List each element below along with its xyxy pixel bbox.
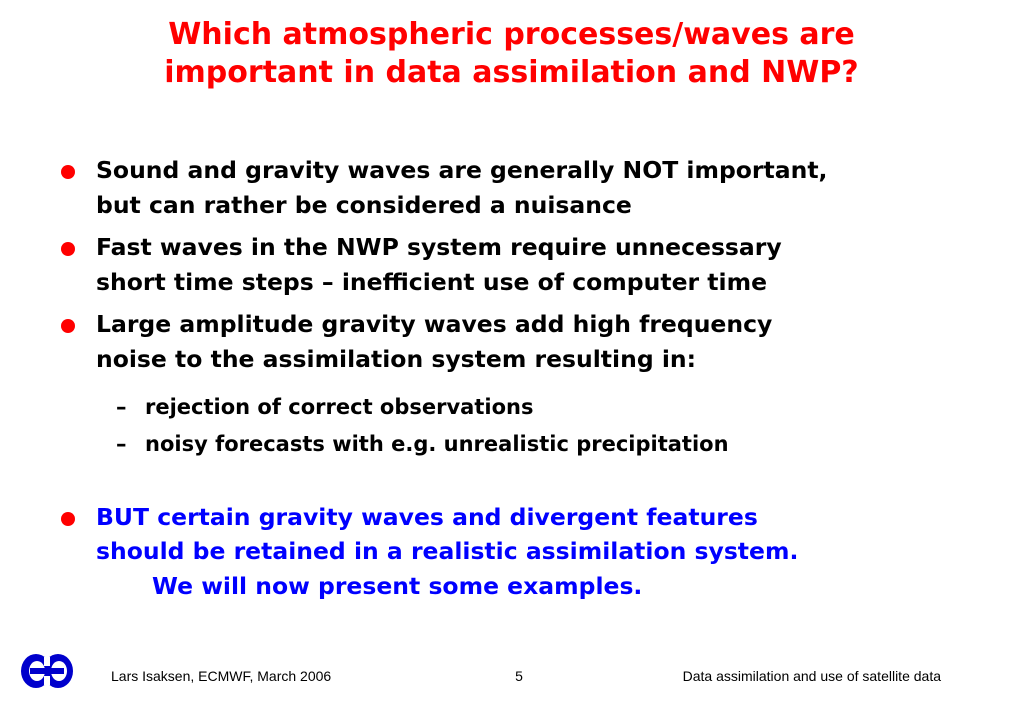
footer-topic: Data assimilation and use of satellite d…	[682, 668, 941, 684]
sub-bullet-text: rejection of correct observations	[145, 395, 534, 419]
title-line: important in data assimilation and NWP?	[164, 55, 859, 90]
bullet-dot	[61, 512, 75, 526]
sub-bullet-marker: –	[116, 395, 127, 419]
footer-author: Lars Isaksen, ECMWF, March 2006	[111, 668, 332, 684]
title-line: Which atmospheric processes/waves are	[168, 17, 855, 52]
bullet-text: Fast waves in the NWP system require unn…	[96, 233, 782, 261]
bullet-text: Large amplitude gravity waves add high f…	[96, 310, 773, 338]
bullet-dot	[61, 319, 75, 333]
bullet-text: BUT certain gravity waves and divergent …	[96, 503, 758, 531]
bullet-text: but can rather be considered a nuisance	[96, 191, 632, 219]
bullet-dot	[61, 242, 75, 256]
bullet-dot	[61, 165, 75, 179]
bullet-text: Sound and gravity waves are generally NO…	[96, 156, 828, 184]
sub-bullet-marker: –	[116, 432, 127, 456]
bullet-text: We will now present some examples.	[152, 572, 643, 600]
sub-bullet-text: noisy forecasts with e.g. unrealistic pr…	[145, 432, 729, 456]
footer-page: 5	[515, 668, 523, 684]
bullet-text: should be retained in a realistic assimi…	[96, 537, 799, 565]
bullet-text: short time steps – inefficient use of co…	[96, 268, 768, 296]
logo	[21, 654, 73, 688]
bullet-text: noise to the assimilation system resulti…	[96, 345, 697, 373]
